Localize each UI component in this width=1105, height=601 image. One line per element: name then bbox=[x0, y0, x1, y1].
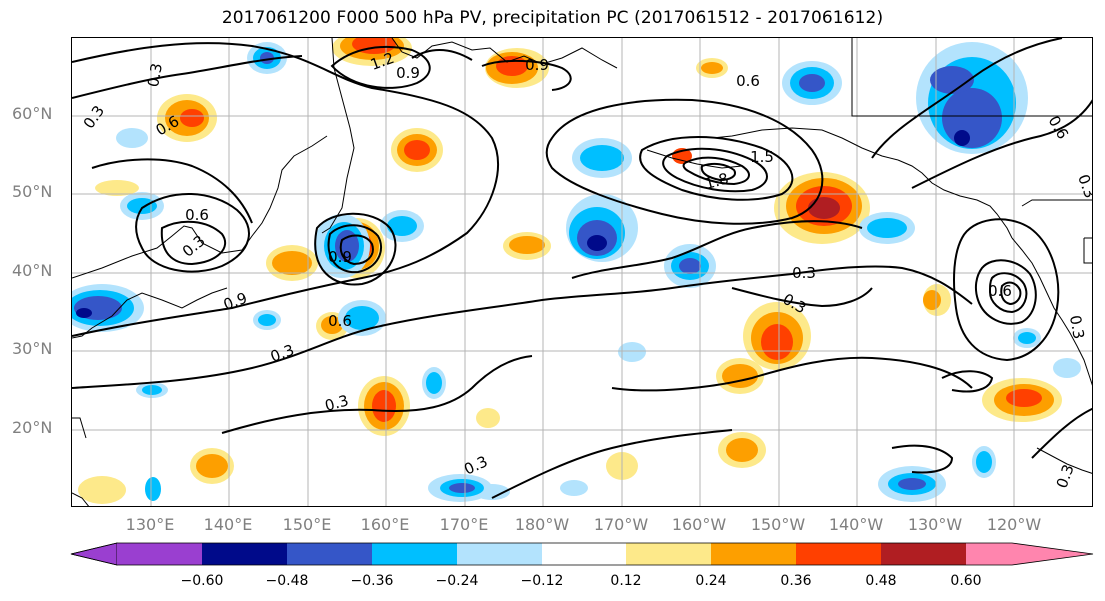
contour-label: 0.3 bbox=[80, 102, 108, 132]
lat-label-50n: 50°N bbox=[12, 182, 53, 201]
lon-label-130e: 130°E bbox=[125, 515, 175, 534]
contour-label: 0.3 bbox=[1053, 462, 1078, 491]
lat-label-40n: 40°N bbox=[12, 261, 53, 280]
lon-label-160e: 160°E bbox=[360, 515, 410, 534]
contour-label: 0.3 bbox=[1066, 314, 1088, 341]
lon-label-140e: 140°E bbox=[203, 515, 253, 534]
colorbar-cell bbox=[1012, 543, 1093, 565]
lon-label-130w: 130°W bbox=[907, 515, 963, 534]
colorbar-tick: −0.48 bbox=[265, 573, 309, 589]
contour-label: 0.6 bbox=[736, 72, 760, 90]
contour-label: 1.5 bbox=[750, 148, 774, 166]
lat-label-60n: 60°N bbox=[12, 104, 53, 123]
precip-shading bbox=[72, 38, 1081, 504]
colorbar-cell bbox=[287, 543, 372, 565]
contour-label: 1.8 bbox=[703, 169, 731, 193]
contour-label: 0.3 bbox=[144, 62, 166, 89]
contour-label: 0.6 bbox=[988, 282, 1012, 300]
colorbar-tick: −0.60 bbox=[180, 573, 224, 589]
contour-label: 0.9 bbox=[525, 56, 549, 74]
colorbar-tick: 0.12 bbox=[610, 573, 642, 589]
colorbar-cell bbox=[711, 543, 796, 565]
colorbar-cell bbox=[966, 543, 1012, 565]
lon-label-160w: 160°W bbox=[671, 515, 727, 534]
contour-label: 0.9 bbox=[328, 248, 352, 266]
lat-label-30n: 30°N bbox=[12, 339, 53, 358]
lon-label-180w: 180°W bbox=[514, 515, 570, 534]
contour-label: 0.9 bbox=[396, 64, 420, 82]
lon-label-150e: 150°E bbox=[282, 515, 332, 534]
map-panel[interactable]: 0.3 0.6 0.9 1.2 1.5 1.8 0.6 0.9 0.6 0.3 … bbox=[71, 37, 1093, 507]
colorbar-cell bbox=[70, 542, 118, 566]
colorbar-cell bbox=[796, 543, 881, 565]
colorbar-tick: 0.36 bbox=[780, 573, 812, 589]
pv-contours bbox=[72, 38, 1092, 499]
map-canvas: 0.3 0.6 0.9 1.2 1.5 1.8 0.6 0.9 0.6 0.3 … bbox=[72, 38, 1093, 506]
lat-label-20n: 20°N bbox=[12, 418, 53, 437]
contour-label: 0.3 bbox=[179, 232, 209, 261]
colorbar-cell bbox=[542, 543, 626, 565]
lon-label-170w: 170°W bbox=[593, 515, 649, 534]
lon-label-150w: 150°W bbox=[750, 515, 806, 534]
contour-label: 0.3 bbox=[268, 341, 297, 366]
colorbar bbox=[70, 542, 1094, 566]
colorbar-tick: 0.48 bbox=[865, 573, 897, 589]
contour-label: 0.3 bbox=[1074, 172, 1093, 201]
colorbar-cell bbox=[372, 543, 457, 565]
colorbar-cell bbox=[117, 543, 202, 565]
contour-label: 0.6 bbox=[1045, 113, 1073, 143]
lon-label-170e: 170°E bbox=[439, 515, 489, 534]
contour-label: 0.6 bbox=[328, 312, 352, 330]
colorbar-cell bbox=[626, 543, 711, 565]
colorbar-tick: 0.60 bbox=[950, 573, 982, 589]
colorbar-tick: 0.24 bbox=[695, 573, 727, 589]
colorbar-cell bbox=[457, 543, 542, 565]
colorbar-cell bbox=[881, 543, 966, 565]
contour-label: 0.3 bbox=[323, 391, 351, 415]
colorbar-cell bbox=[202, 543, 287, 565]
contour-label: 0.3 bbox=[792, 264, 816, 282]
lon-label-140w: 140°W bbox=[828, 515, 884, 534]
lon-label-120w: 120°W bbox=[986, 515, 1042, 534]
colorbar-tick: −0.36 bbox=[350, 573, 394, 589]
contour-label: 0.6 bbox=[185, 206, 209, 224]
colorbar-tick: −0.24 bbox=[435, 573, 479, 589]
map-title: 2017061200 F000 500 hPa PV, precipitatio… bbox=[221, 8, 884, 28]
contour-label: 0.9 bbox=[221, 289, 250, 314]
colorbar-tick: −0.12 bbox=[520, 573, 564, 589]
